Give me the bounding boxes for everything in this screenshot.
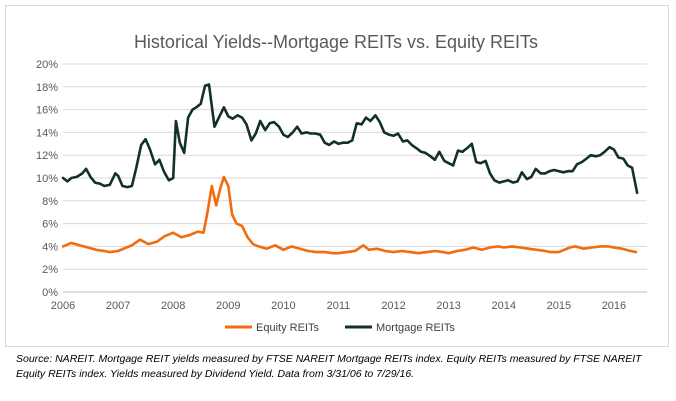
x-tick-label: 2008 [161,300,185,312]
series-lines [61,83,639,255]
x-tick-label: 2007 [106,300,130,312]
y-tick-label: 6% [42,219,58,231]
x-tick-label: 2011 [327,300,351,312]
x-tick-label: 2006 [51,300,75,312]
y-tick-label: 18% [36,82,58,94]
chart-title: Historical Yields--Mortgage REITs vs. Eq… [134,32,538,52]
y-tick-label: 12% [36,150,58,162]
series-line-mortgage-reits [61,83,639,195]
x-tick-label: 2014 [492,300,516,312]
legend-label: Equity REITs [256,322,319,334]
y-tick-label: 16% [36,105,58,117]
y-tick-label: 0% [42,287,58,299]
y-axis-ticks: 0% 2% 4% 6% 8% 10% 12% 14% 16% 18% 20% [36,59,58,299]
yield-chart: Historical Yields--Mortgage REITs vs. Eq… [36,32,647,334]
x-tick-label: 2015 [547,300,571,312]
y-tick-label: 20% [36,59,58,71]
x-tick-label: 2012 [381,300,405,312]
gridlines [63,63,647,293]
x-tick-label: 2013 [436,300,460,312]
y-tick-label: 2% [42,264,58,276]
y-tick-label: 4% [42,241,58,253]
chart-frame: Historical Yields--Mortgage REITs vs. Eq… [5,5,669,347]
y-tick-label: 10% [36,173,58,185]
source-note: Source: NAREIT. Mortgage REIT yields mea… [16,353,642,380]
y-tick-label: 14% [36,127,58,139]
x-tick-label: 2009 [216,300,240,312]
y-tick-label: 8% [42,196,58,208]
legend-label: Mortgage REITs [376,322,455,334]
x-tick-label: 2010 [271,300,295,312]
x-tick-label: 2016 [602,300,626,312]
legend: Equity REITs Mortgage REITs [225,322,455,334]
series-line-equity-reits [61,175,638,255]
x-axis-ticks: 2006 2007 2008 2009 2010 2011 2012 2013 2014 2015… [51,300,626,312]
